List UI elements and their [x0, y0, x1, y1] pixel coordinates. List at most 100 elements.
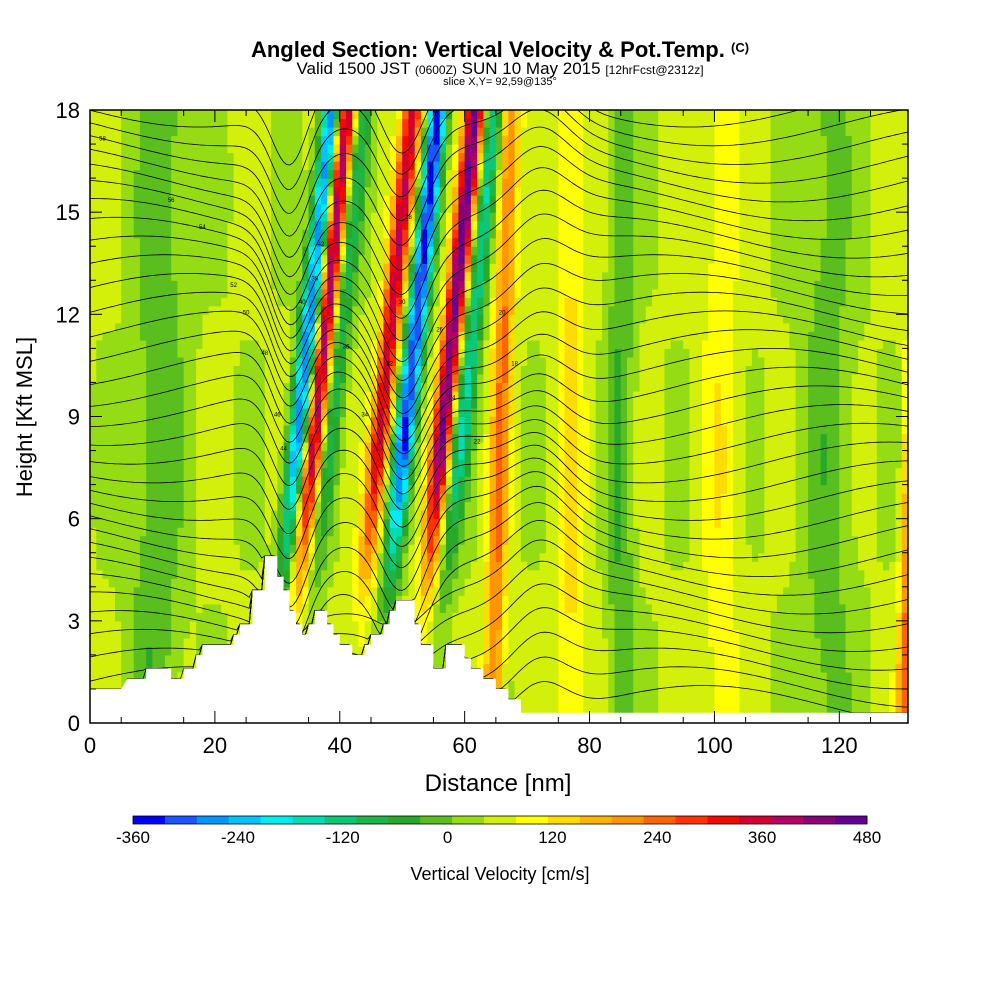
- velocity-cell: [208, 407, 216, 418]
- velocity-cell: [389, 476, 397, 486]
- velocity-cell: [445, 135, 453, 145]
- velocity-cell: [221, 127, 228, 137]
- velocity-cell: [364, 382, 372, 392]
- velocity-cell: [139, 510, 147, 520]
- velocity-cell: [308, 382, 316, 392]
- velocity-cell: [489, 612, 497, 622]
- velocity-cell: [483, 544, 491, 554]
- velocity-cell: [221, 467, 228, 477]
- velocity-cell: [439, 442, 447, 452]
- velocity-cell: [333, 339, 341, 349]
- velocity-cell: [171, 195, 179, 205]
- velocity-cell: [171, 603, 179, 613]
- velocity-cell: [90, 356, 97, 367]
- velocity-cell: [464, 510, 472, 520]
- velocity-cell: [364, 331, 372, 341]
- velocity-cell: [258, 186, 266, 196]
- velocity-cell: [408, 527, 416, 537]
- velocity-cell: [102, 595, 110, 605]
- velocity-cell: [439, 620, 447, 630]
- velocity-cell: [183, 442, 191, 452]
- velocity-cell: [221, 212, 228, 222]
- velocity-cell: [389, 297, 397, 307]
- velocity-cell: [333, 322, 341, 332]
- velocity-cell: [177, 595, 185, 605]
- velocity-cell: [258, 535, 266, 545]
- velocity-cell: [339, 399, 347, 409]
- velocity-cell: [308, 612, 316, 622]
- velocity-cell: [308, 390, 316, 401]
- velocity-cell: [408, 459, 416, 469]
- velocity-cell: [364, 442, 372, 452]
- velocity-cell: [452, 433, 460, 443]
- velocity-cell: [408, 152, 416, 162]
- velocity-cell: [452, 586, 460, 596]
- velocity-cell: [233, 229, 241, 239]
- velocity-cell: [252, 348, 260, 358]
- velocity-cell: [321, 356, 328, 367]
- velocity-cell: [464, 501, 472, 511]
- velocity-cell: [483, 654, 491, 664]
- velocity-cell: [90, 501, 97, 511]
- velocity-cell: [121, 297, 129, 307]
- velocity-cell: [127, 169, 135, 179]
- velocity-cell: [308, 263, 316, 273]
- velocity-cell: [277, 212, 285, 222]
- velocity-cell: [221, 263, 228, 273]
- velocity-cell: [358, 433, 366, 443]
- velocity-cell: [452, 399, 460, 409]
- velocity-cell: [252, 578, 260, 588]
- velocity-cell: [377, 339, 385, 349]
- velocity-cell: [239, 484, 247, 494]
- velocity-cell: [171, 297, 179, 307]
- velocity-cell: [96, 365, 104, 375]
- velocity-cell: [383, 263, 391, 273]
- velocity-cell: [171, 118, 179, 128]
- velocity-cell: [121, 407, 129, 418]
- velocity-cell: [370, 203, 378, 213]
- velocity-cell: [208, 118, 216, 128]
- velocity-cell: [90, 161, 97, 171]
- velocity-cell: [333, 407, 341, 418]
- velocity-cell: [352, 637, 360, 647]
- velocity-cell: [158, 595, 166, 605]
- velocity-cell: [364, 135, 372, 145]
- velocity-cell: [146, 280, 154, 290]
- velocity-cell: [139, 586, 147, 596]
- velocity-cell: [96, 297, 104, 307]
- velocity-cell: [264, 459, 272, 469]
- velocity-cell: [483, 237, 491, 247]
- velocity-cell: [196, 407, 203, 418]
- velocity-cell: [470, 518, 478, 528]
- velocity-cell: [158, 356, 166, 367]
- velocity-cell: [420, 612, 428, 622]
- velocity-cell: [377, 203, 385, 213]
- velocity-cell: [214, 450, 222, 460]
- velocity-cell: [202, 467, 210, 477]
- velocity-cell: [196, 467, 203, 477]
- velocity-cell: [414, 339, 422, 349]
- velocity-cell: [302, 271, 310, 281]
- velocity-cell: [477, 169, 484, 179]
- velocity-cell: [171, 152, 179, 162]
- velocity-cell: [164, 654, 172, 664]
- velocity-cell: [308, 356, 316, 367]
- velocity-cell: [121, 229, 129, 239]
- velocity-cell: [308, 280, 316, 290]
- velocity-cell: [452, 450, 460, 460]
- velocity-cell: [139, 195, 147, 205]
- velocity-cell: [395, 484, 403, 494]
- velocity-cell: [508, 254, 516, 264]
- velocity-cell: [495, 373, 503, 384]
- velocity-cell: [177, 569, 185, 579]
- velocity-cell: [202, 595, 210, 605]
- velocity-cell: [508, 127, 516, 137]
- velocity-cell: [183, 663, 191, 673]
- velocity-cell: [308, 586, 316, 596]
- velocity-cell: [246, 212, 253, 222]
- velocity-cell: [433, 654, 441, 664]
- velocity-cell: [233, 595, 241, 605]
- velocity-cell: [470, 654, 478, 664]
- velocity-cell: [139, 467, 147, 477]
- velocity-cell: [96, 271, 104, 281]
